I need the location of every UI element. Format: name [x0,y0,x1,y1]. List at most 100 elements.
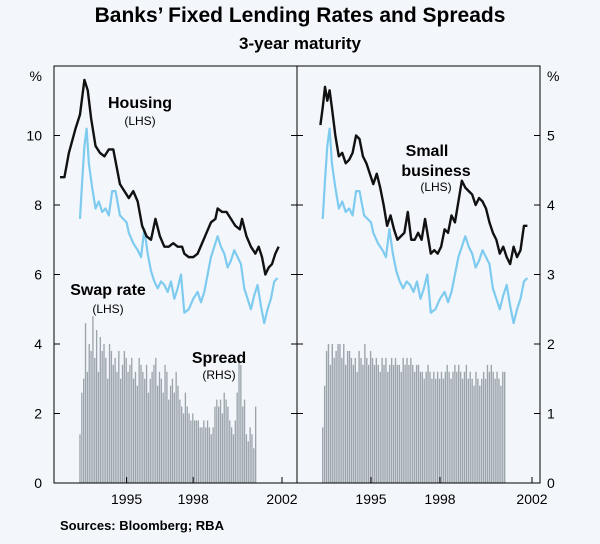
spread-bar [413,371,416,483]
chart-subtitle: 3-year maturity [239,34,361,53]
spread-bar [214,406,216,483]
spread-bar [221,413,224,483]
right-y-tick-label: 0 [547,475,555,491]
spread-bar [236,392,238,483]
lines-layer [60,78,529,325]
spread-bar [436,371,439,483]
spread-bar [484,378,487,483]
spread-bar [184,392,187,483]
spread-bar [490,364,492,483]
spread-bar [210,434,212,483]
spread-bar [419,371,422,483]
spread-bar [118,350,120,483]
spread-bar [240,364,242,483]
spread-bar [458,364,460,483]
left-y-tick-label: 2 [34,406,42,422]
spread-bar [112,364,114,483]
x-tick-label: 1995 [111,491,142,507]
spread-bar [243,399,246,483]
spread-bar [381,357,383,483]
spread-bar [249,427,251,483]
spread-bar [415,364,418,483]
spread-bar [450,378,452,483]
left-y-tick-label: 8 [34,197,42,213]
spread-bar [387,371,389,483]
spread-bar [473,385,475,483]
spread-bar [166,371,168,483]
spread-bar [486,364,489,483]
spread-bar [335,350,337,483]
spread-bar [232,434,235,483]
spread-bar [471,378,473,483]
spread-bar [92,316,94,483]
spread-bar [140,364,142,483]
annotation-sublabel: (LHS) [420,180,451,194]
spread-bar [345,364,347,483]
right-y-unit: % [547,68,559,84]
spread-bar [417,364,420,483]
spread-bar [188,413,190,483]
spread-bar [481,378,483,483]
spread-bar [95,330,98,483]
spread-bar [158,371,161,483]
spread-bar [145,364,148,483]
spread-bar [227,406,229,483]
spread-bar [151,371,153,483]
spread-bar [173,392,175,483]
spread-bar [498,378,500,483]
spread-bar [223,392,225,483]
spread-bar [177,385,179,483]
spread-bar [242,406,244,483]
spread-bar [251,434,253,483]
spread-bar [369,350,372,483]
spread-bar [410,357,412,483]
x-tick-label: 2002 [516,491,547,507]
spread-bar [356,371,358,483]
spread-bar [144,378,146,483]
spread-bar [114,357,116,483]
spread-bar [371,357,374,483]
spread-bar [190,420,192,483]
spread-bar [406,357,408,483]
right-y-tick-label: 4 [547,197,555,213]
spread-bar [205,427,207,483]
spread-bar [322,427,324,483]
right-y-tick-label: 2 [547,336,555,352]
spread-bar [488,371,491,483]
spread-bar [456,371,458,483]
spread-bar [412,364,414,483]
spread-bar [323,385,326,483]
right-y-tick-label: 5 [547,128,555,144]
spread-bar [149,378,151,483]
spread-bar [429,371,431,483]
spread-bar [129,364,131,483]
spread-bar [394,357,397,483]
spread-bar [127,371,129,483]
spread-bar [475,371,477,483]
spread-bar [446,364,448,483]
spread-bar [377,364,379,483]
spread-bar [164,364,166,483]
annotation-sublabel: (RHS) [202,368,235,382]
spread-bar [160,378,163,483]
spread-bar [169,385,172,483]
spread-bar [375,357,378,483]
annotation-label: Swap rate [70,282,146,299]
spread-bar [253,448,255,483]
spread-bar [132,378,135,483]
annotation-sublabel: (LHS) [92,302,123,316]
spread-bar [121,364,124,483]
spread-bar [467,378,469,483]
spread-bar [138,357,140,483]
spread-bar [168,399,170,483]
spread-bar [197,420,199,483]
spread-bar [343,344,345,483]
left-y-tick-label: 4 [34,336,42,352]
spread-bar [230,427,233,483]
spread-bar [350,357,353,483]
annotation-label: Small [406,143,449,160]
spread-bar [362,364,364,483]
spread-bar [327,344,330,483]
spread-bar [383,364,385,483]
